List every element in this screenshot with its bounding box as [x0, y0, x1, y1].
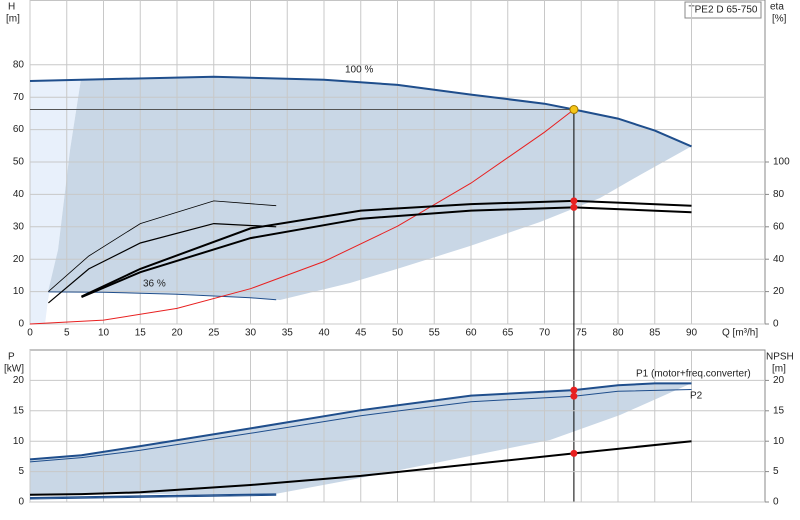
y-tick-label: 60: [13, 124, 25, 135]
y-axis-unit: [m]: [6, 14, 20, 25]
duty-point-marker: [570, 449, 578, 457]
series-label: P1 (motor+freq.converter): [636, 369, 751, 380]
chart-title: TPE2 D 65-750: [689, 5, 758, 16]
y2-tick-label: 0: [773, 319, 779, 330]
eta-point: [570, 203, 578, 211]
x-tick-label: 90: [686, 328, 698, 339]
y-tick-label: 10: [13, 436, 25, 447]
y-tick-label: 70: [13, 92, 25, 103]
y2-tick-label: 60: [773, 221, 785, 232]
y2-tick-label: 100: [773, 157, 790, 168]
y2-tick-label: 10: [773, 436, 785, 447]
y-axis-label: H: [8, 2, 15, 13]
y-axis-unit: [kW]: [4, 364, 24, 375]
series-line: [29, 382, 692, 461]
x-tick-label: 75: [576, 328, 588, 339]
x-tick-label: 45: [355, 328, 367, 339]
y2-tick-label: 0: [773, 497, 779, 508]
x-tick-label: 30: [245, 328, 257, 339]
x-tick-label: 15: [135, 328, 147, 339]
y-tick-label: 10: [13, 286, 25, 297]
x-tick-label: 0: [27, 328, 33, 339]
series-line: [29, 75, 692, 148]
y-tick-label: 15: [13, 405, 25, 416]
x-tick-label: 20: [171, 328, 183, 339]
y2-tick-label: 15: [773, 405, 785, 416]
duty-point-marker: [570, 386, 578, 394]
series-line: [29, 440, 692, 496]
duty-point-marker: [570, 392, 578, 400]
light-area: [30, 79, 81, 324]
y-tick-label: 40: [13, 189, 25, 200]
eta-point: [570, 197, 578, 205]
x-tick-label: 40: [318, 328, 330, 339]
series-line: [48, 222, 277, 304]
x-axis-label: Q [m³/h]: [722, 328, 758, 339]
series-label: 36 %: [143, 279, 166, 290]
y-tick-label: 20: [13, 375, 25, 386]
y2-tick-label: 80: [773, 189, 785, 200]
x-tick-label: 25: [208, 328, 220, 339]
series-line: [29, 494, 277, 500]
y2-tick-label: 20: [773, 375, 785, 386]
y2-tick-label: 20: [773, 286, 785, 297]
x-tick-label: 35: [282, 328, 294, 339]
y-tick-label: 50: [13, 157, 25, 168]
y2-axis-label: NPSH: [766, 352, 794, 363]
x-tick-label: 5: [64, 328, 70, 339]
series-label: P2: [690, 391, 703, 402]
series-line: [29, 389, 692, 463]
title-box: [684, 1, 762, 19]
x-tick-label: 50: [392, 328, 404, 339]
x-tick-label: 10: [98, 328, 110, 339]
y-axis-label: P: [8, 352, 15, 363]
y-tick-label: 80: [13, 59, 25, 70]
series-line: [48, 200, 277, 292]
y2-tick-label: 40: [773, 254, 785, 265]
duty-point: [569, 105, 579, 115]
y2-axis-unit: [m]: [772, 364, 786, 375]
y-tick-label: 0: [18, 497, 24, 508]
series-line: [29, 493, 277, 499]
series-line: [29, 109, 575, 325]
y-tick-label: 0: [18, 319, 24, 330]
y2-axis-label: eta: [770, 2, 784, 13]
x-tick-label: 65: [502, 328, 514, 339]
y-tick-label: 20: [13, 254, 25, 265]
x-tick-label: 80: [612, 328, 624, 339]
series-line: [48, 291, 277, 301]
y-tick-label: 5: [18, 466, 24, 477]
y2-tick-label: 5: [773, 466, 779, 477]
y2-axis-unit: [%]: [772, 14, 787, 25]
x-tick-label: 70: [539, 328, 551, 339]
series-label: 100 %: [345, 65, 373, 76]
x-tick-label: 60: [465, 328, 477, 339]
x-tick-label: 55: [429, 328, 441, 339]
y-tick-label: 30: [13, 221, 25, 232]
x-tick-label: 85: [649, 328, 661, 339]
